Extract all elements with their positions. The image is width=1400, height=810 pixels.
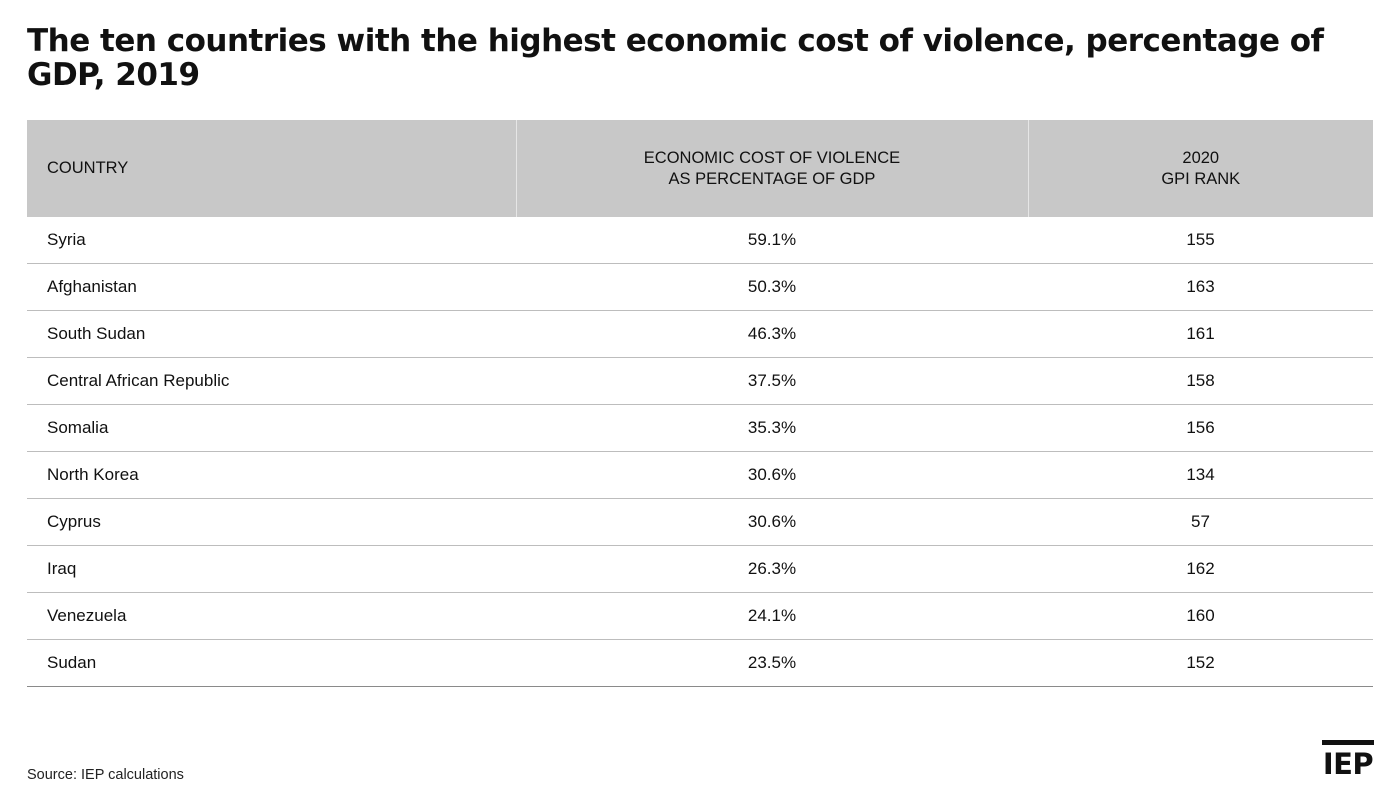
- header-economic-cost-line2: AS PERCENTAGE OF GDP: [668, 169, 876, 188]
- page-title: The ten countries with the highest econo…: [27, 23, 1324, 93]
- table-row: Central African Republic 37.5% 158: [27, 357, 1373, 405]
- cell-economic-cost: 30.6%: [516, 498, 1028, 546]
- cell-country: Central African Republic: [27, 357, 516, 405]
- cell-country: North Korea: [27, 451, 516, 499]
- table-row: Sudan 23.5% 152: [27, 639, 1373, 687]
- table-row: Syria 59.1% 155: [27, 217, 1373, 264]
- cell-country: Afghanistan: [27, 263, 516, 311]
- cell-gpi-rank: 158: [1028, 357, 1373, 405]
- cell-gpi-rank: 134: [1028, 451, 1373, 499]
- header-economic-cost: ECONOMIC COST OF VIOLENCE AS PERCENTAGE …: [515, 120, 1028, 217]
- table-row: Somalia 35.3% 156: [27, 404, 1373, 452]
- cell-economic-cost: 24.1%: [516, 592, 1028, 640]
- cell-country: Somalia: [27, 404, 516, 452]
- data-table: COUNTRY ECONOMIC COST OF VIOLENCE AS PER…: [27, 120, 1373, 687]
- header-economic-cost-line1: ECONOMIC COST OF VIOLENCE: [643, 148, 901, 167]
- iep-logo-icon: IEP: [1322, 740, 1374, 782]
- cell-economic-cost: 35.3%: [516, 404, 1028, 452]
- cell-gpi-rank: 156: [1028, 404, 1373, 452]
- header-country: COUNTRY: [27, 120, 516, 217]
- header-gpi-rank: 2020 GPI RANK: [1027, 120, 1373, 217]
- source-note: Source: IEP calculations: [27, 767, 184, 783]
- table-row: Afghanistan 50.3% 163: [27, 263, 1373, 311]
- cell-economic-cost: 26.3%: [516, 545, 1028, 593]
- cell-country: Iraq: [27, 545, 516, 593]
- cell-gpi-rank: 57: [1028, 498, 1373, 546]
- cell-gpi-rank: 162: [1028, 545, 1373, 593]
- cell-country: Syria: [27, 217, 516, 264]
- cell-country: South Sudan: [27, 310, 516, 358]
- cell-gpi-rank: 155: [1028, 217, 1373, 264]
- table-row: Iraq 26.3% 162: [27, 545, 1373, 593]
- cell-gpi-rank: 160: [1028, 592, 1373, 640]
- header-gpi-rank-line1: 2020: [1182, 148, 1220, 167]
- table-row: South Sudan 46.3% 161: [27, 310, 1373, 358]
- table-row: Venezuela 24.1% 160: [27, 592, 1373, 640]
- cell-economic-cost: 59.1%: [516, 217, 1028, 264]
- cell-country: Venezuela: [27, 592, 516, 640]
- cell-country: Sudan: [27, 639, 516, 687]
- cell-economic-cost: 50.3%: [516, 263, 1028, 311]
- cell-gpi-rank: 163: [1028, 263, 1373, 311]
- table-header-row: COUNTRY ECONOMIC COST OF VIOLENCE AS PER…: [27, 120, 1373, 217]
- cell-gpi-rank: 161: [1028, 310, 1373, 358]
- cell-gpi-rank: 152: [1028, 639, 1373, 687]
- logo-text: IEP: [1322, 747, 1374, 781]
- cell-economic-cost: 30.6%: [516, 451, 1028, 499]
- table-row: North Korea 30.6% 134: [27, 451, 1373, 499]
- header-gpi-rank-line2: GPI RANK: [1161, 169, 1241, 188]
- cell-country: Cyprus: [27, 498, 516, 546]
- cell-economic-cost: 23.5%: [516, 639, 1028, 687]
- cell-economic-cost: 46.3%: [516, 310, 1028, 358]
- cell-economic-cost: 37.5%: [516, 357, 1028, 405]
- table-row: Cyprus 30.6% 57: [27, 498, 1373, 546]
